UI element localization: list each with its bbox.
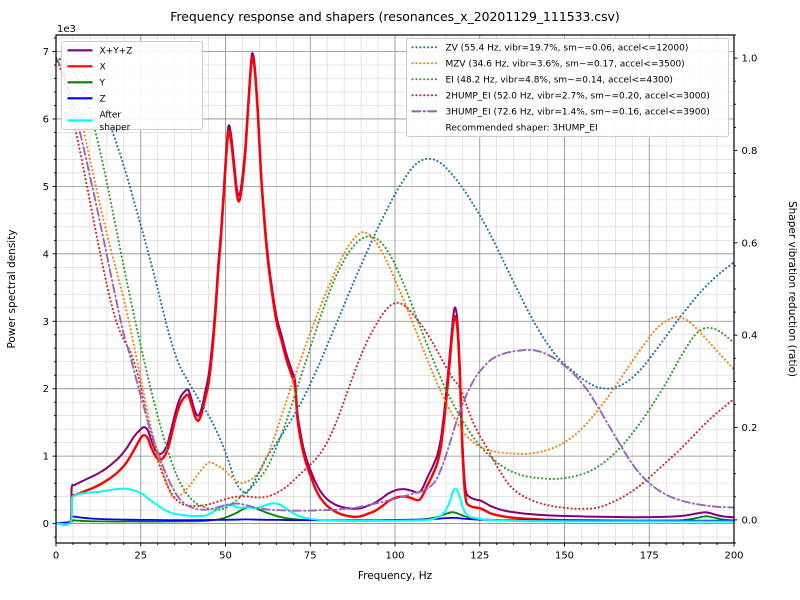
y-left-tick-label: 5	[43, 182, 49, 193]
legend-box	[61, 41, 203, 130]
x-tick-label: 150	[555, 551, 574, 562]
legend-label: EI (48.2 Hz, vibr=4.8%, sm~=0.14, accel<…	[446, 76, 673, 86]
y-left-tick-label: 4	[43, 249, 49, 260]
x-tick-label: 50	[219, 551, 232, 562]
x-axis-label: Frequency, Hz	[358, 570, 433, 582]
legend-label: MZV (34.6 Hz, vibr=3.6%, sm~=0.17, accel…	[446, 60, 685, 70]
legend-label: shaper	[100, 123, 131, 133]
x-tick-label: 25	[134, 551, 147, 562]
y-right-tick-label: 0.2	[742, 423, 758, 434]
series-group	[56, 52, 734, 526]
y-right-tick-label: 0.0	[742, 515, 758, 526]
legend-label: X	[100, 63, 106, 73]
y-left-tick-label: 0	[43, 519, 49, 530]
x-tick-label: 125	[470, 551, 489, 562]
y-right-tick-label: 0.4	[742, 331, 758, 342]
series-after-shaper	[56, 487, 734, 526]
series-ei	[56, 57, 734, 511]
legend-label: Y	[99, 79, 106, 89]
y-left-tick-label: 3	[43, 317, 49, 328]
y-left-tick-label: 2	[43, 384, 49, 395]
legend-label: X+Y+Z	[100, 47, 133, 57]
series-2hump-ei	[56, 57, 734, 510]
y-right-tick-labels: 0.0 0.2 0.4 0.6 0.8 1.0	[742, 54, 758, 527]
legend-label: Recommended shaper: 3HUMP_EI	[446, 124, 598, 134]
chart-title: Frequency response and shapers (resonanc…	[170, 9, 619, 24]
legend-label: After	[100, 111, 122, 121]
y-right-axis-label: Shaper vibration reduction (ratio)	[786, 201, 798, 377]
series-zv	[56, 57, 734, 494]
y-right-tick-label: 0.8	[742, 146, 758, 157]
x-tick-label: 75	[304, 551, 317, 562]
legend-label: Z	[100, 95, 106, 105]
x-tick-labels: 0 25 50 75 100 125 150 175 200	[53, 551, 744, 562]
x-tick-label: 175	[640, 551, 659, 562]
y-axis-offset-text: 1e3	[57, 24, 76, 35]
series-3hump-ei	[56, 57, 734, 512]
legend-label: 2HUMP_EI (52.0 Hz, vibr=2.7%, sm~=0.20, …	[446, 92, 710, 102]
axis-ticks	[52, 34, 738, 547]
y-right-tick-label: 1.0	[742, 54, 758, 65]
legend-label: 3HUMP_EI (72.6 Hz, vibr=1.4%, sm~=0.16, …	[446, 108, 710, 118]
y-right-tick-label: 0.6	[742, 238, 758, 249]
legend-box	[406, 38, 729, 137]
x-tick-label: 0	[53, 551, 59, 562]
y-left-tick-label: 7	[43, 47, 49, 58]
series-x	[56, 56, 734, 526]
x-tick-label: 100	[385, 551, 404, 562]
x-tick-label: 200	[724, 551, 743, 562]
legend-shapers: ZV (55.4 Hz, vibr=19.7%, sm~=0.06, accel…	[406, 38, 729, 137]
y-left-tick-labels: 0 1 2 3 4 5 6 7	[43, 47, 49, 530]
y-left-axis-label: Power spectral density	[6, 229, 18, 348]
legend-label: ZV (55.4 Hz, vibr=19.7%, sm~=0.06, accel…	[446, 44, 689, 54]
y-left-tick-label: 6	[43, 114, 49, 125]
legend-psd: X+Y+Z XYZ After shaper	[61, 41, 203, 133]
y-left-tick-label: 1	[43, 452, 49, 463]
